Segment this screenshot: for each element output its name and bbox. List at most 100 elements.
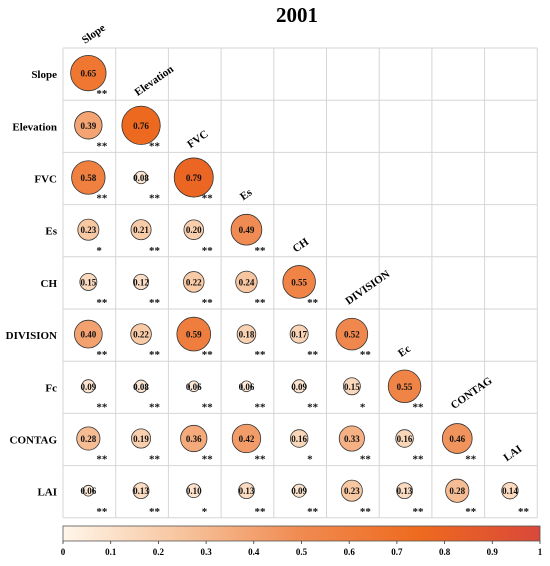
- correlation-circle: [338, 425, 365, 452]
- value-label: 0.22: [186, 277, 202, 287]
- value-label: 0.55: [291, 277, 307, 287]
- value-label: 0.58: [80, 173, 96, 183]
- correlation-circle: [238, 482, 255, 500]
- colorbar-tick-label: 0.5: [296, 547, 308, 557]
- value-label: 0.76: [133, 121, 149, 131]
- correlation-circle: [71, 160, 106, 195]
- diagonal-label: DIVISION: [343, 268, 392, 307]
- value-label: 0.28: [449, 486, 465, 496]
- correlation-circle: [230, 213, 263, 246]
- significance-mark: **: [202, 349, 214, 361]
- significance-mark: **: [202, 401, 214, 413]
- correlation-circle: [176, 316, 212, 352]
- value-label: 0.24: [239, 277, 255, 287]
- colorbar-tick-label: 0.1: [105, 547, 117, 557]
- correlation-circle: [173, 157, 214, 198]
- value-label: 0.06: [80, 486, 96, 496]
- significance-mark: *: [360, 401, 366, 413]
- correlation-circle: [501, 482, 519, 500]
- correlation-circle: [240, 380, 253, 393]
- value-label: 0.21: [133, 225, 149, 235]
- correlation-circle: [76, 426, 101, 451]
- significance-mark: **: [149, 245, 161, 257]
- value-label: 0.06: [186, 382, 202, 392]
- significance-mark: **: [254, 401, 266, 413]
- correlation-circle: [180, 424, 208, 453]
- colorbar-tick-label: 0: [61, 547, 66, 557]
- correlation-circle: [186, 483, 202, 499]
- diagonal-label: Ec: [396, 343, 413, 360]
- value-label: 0.42: [239, 434, 255, 444]
- value-label: 0.16: [291, 434, 307, 444]
- correlation-circle: [335, 317, 369, 351]
- significance-mark: *: [307, 454, 313, 466]
- significance-mark: **: [149, 193, 161, 205]
- significance-mark: **: [307, 349, 319, 361]
- correlation-circle: [183, 271, 205, 293]
- correlation-circle: [132, 482, 150, 500]
- correlation-circle: [134, 379, 148, 393]
- diagonal-label: Elevation: [133, 63, 176, 98]
- value-label: 0.33: [344, 434, 360, 444]
- diagonal-label: Es: [238, 186, 255, 203]
- significance-mark: **: [307, 297, 319, 309]
- colorbar-tick-label: 0.8: [439, 547, 451, 557]
- row-label: Es: [45, 226, 57, 238]
- value-label: 0.13: [397, 486, 413, 496]
- correlation-circle: [81, 379, 96, 394]
- diagonal-label: Slope: [80, 22, 108, 47]
- value-label: 0.65: [80, 69, 96, 79]
- correlation-circle: [130, 323, 152, 345]
- significance-mark: **: [149, 506, 161, 518]
- correlation-circle: [236, 324, 257, 344]
- row-label: Fc: [45, 382, 57, 394]
- significance-mark: **: [307, 506, 319, 518]
- diagonal-labels: Slope Elevation FVC Es CH DIVISION Ec CONTAG LAI: [80, 22, 525, 464]
- row-label: Elevation: [12, 121, 57, 133]
- significance-mark: **: [413, 401, 425, 413]
- significance-mark: **: [254, 245, 266, 257]
- value-label: 0.13: [239, 486, 255, 496]
- significance-mark: **: [149, 349, 161, 361]
- value-label: 0.18: [239, 330, 255, 340]
- correlation-circle: [289, 324, 309, 344]
- diagonal-label: FVC: [185, 128, 210, 151]
- significance-mark: **: [360, 506, 372, 518]
- significance-mark: **: [360, 349, 372, 361]
- diagonal-label: LAI: [501, 443, 524, 464]
- chart-title: 2001: [276, 3, 318, 27]
- value-label: 0.09: [80, 382, 96, 392]
- value-label: 0.49: [239, 225, 255, 235]
- significance-mark: **: [149, 140, 161, 152]
- significance-mark: **: [96, 401, 108, 413]
- correlation-circle: [187, 380, 200, 393]
- significance-mark: **: [254, 454, 266, 466]
- significance-mark: **: [96, 349, 108, 361]
- significance-mark: **: [96, 88, 108, 100]
- colorbar-tick-label: 0.7: [391, 547, 403, 557]
- row-label: Slope: [31, 69, 57, 81]
- value-label: 0.52: [344, 330, 360, 340]
- correlation-circle: [74, 319, 103, 349]
- significance-mark: **: [360, 454, 372, 466]
- correlation-circle: [133, 273, 150, 290]
- value-label: 0.23: [344, 486, 360, 496]
- colorbar-tick-label: 0.6: [344, 547, 356, 557]
- grid-lines: [62, 47, 538, 519]
- correlation-circle: [70, 54, 107, 92]
- colorbar-tick-label: 0.9: [487, 547, 499, 557]
- significance-mark: **: [96, 454, 108, 466]
- significance-mark: *: [96, 245, 102, 257]
- row-label: CH: [41, 278, 58, 290]
- significance-mark: **: [96, 140, 108, 152]
- significance-mark: **: [465, 454, 477, 466]
- value-label: 0.59: [186, 330, 202, 340]
- correlation-circle: [131, 428, 152, 449]
- row-labels: Slope Elevation FVC Es CH DIVISION Fc CONTAG LAI: [6, 69, 58, 499]
- colorbar-tick-label: 0.2: [153, 547, 165, 557]
- significance-mark: **: [149, 401, 161, 413]
- row-label: LAI: [37, 487, 57, 499]
- value-label: 0.09: [291, 486, 307, 496]
- value-label: 0.36: [186, 434, 202, 444]
